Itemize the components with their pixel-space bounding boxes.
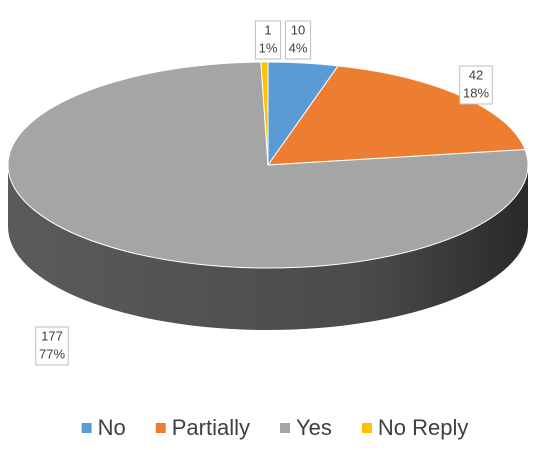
data-label-value: 42 (469, 67, 483, 82)
data-label-percent: 4% (289, 40, 308, 55)
data-label-percent: 1% (259, 40, 278, 55)
legend-swatch (155, 423, 166, 433)
legend-label: No Reply (378, 415, 468, 440)
legend-label: Yes (296, 415, 332, 440)
legend-swatch (280, 423, 290, 433)
data-label-percent: 18% (463, 85, 489, 100)
legend-label: No (98, 415, 126, 440)
data-label: 104% (284, 20, 312, 60)
data-label-box (459, 65, 493, 105)
legend-swatch (81, 423, 92, 433)
pie-side (8, 165, 528, 330)
legend-swatch (361, 423, 372, 433)
data-label: 11% (254, 20, 282, 60)
data-label-value: 1 (264, 22, 271, 37)
data-label-value: 177 (41, 328, 63, 343)
data-label-box (35, 326, 69, 366)
legend: No Partially Yes No Reply (81, 415, 468, 440)
data-label-box (284, 20, 312, 60)
legend-label: Partially (172, 415, 250, 440)
pie-slice (260, 61, 269, 166)
data-label-percent: 77% (39, 346, 65, 361)
data-label-value: 10 (291, 22, 305, 37)
data-label-box (254, 20, 282, 60)
